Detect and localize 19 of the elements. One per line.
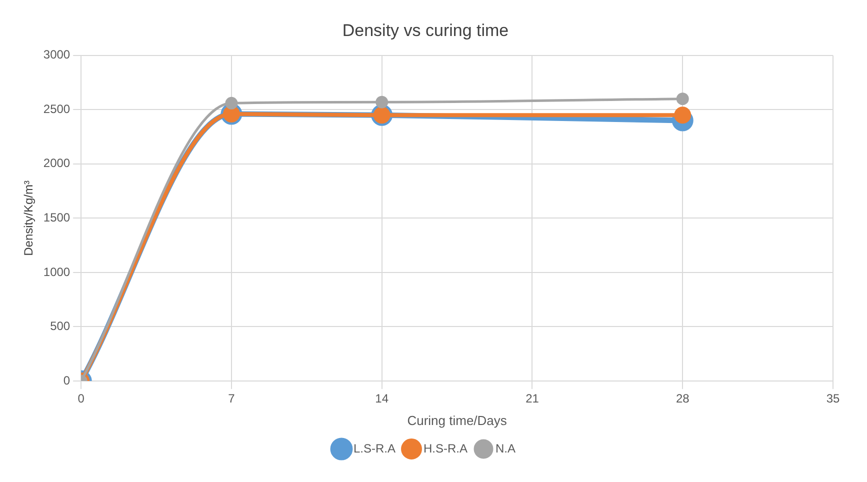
y-tick-label: 500 xyxy=(50,319,70,334)
x-tick-label: 35 xyxy=(826,392,840,406)
y-tick-label: 2500 xyxy=(43,102,70,116)
legend-label: H.S-R.A xyxy=(424,441,468,456)
x-tick-label: 0 xyxy=(78,392,85,406)
x-axis-title: Curing time/Days xyxy=(407,412,508,428)
y-tick-label: 1000 xyxy=(43,264,70,279)
x-tick-label: 21 xyxy=(526,392,540,406)
legend-label: L.S-R.A xyxy=(353,441,396,456)
y-tick-label: 1500 xyxy=(43,210,70,225)
x-tick-label: 14 xyxy=(375,392,389,406)
x-tick-label: 28 xyxy=(676,392,690,406)
y-axis-title: Density/Kg/m³ xyxy=(22,180,36,256)
x-tick-label: 7 xyxy=(228,392,236,406)
legend-label: N.A xyxy=(496,441,516,456)
chart-title: Density vs curing time xyxy=(342,20,509,40)
y-tick-label: 3000 xyxy=(43,48,70,62)
y-tick-label: 2000 xyxy=(43,156,70,170)
y-tick-label: 0 xyxy=(63,373,70,388)
